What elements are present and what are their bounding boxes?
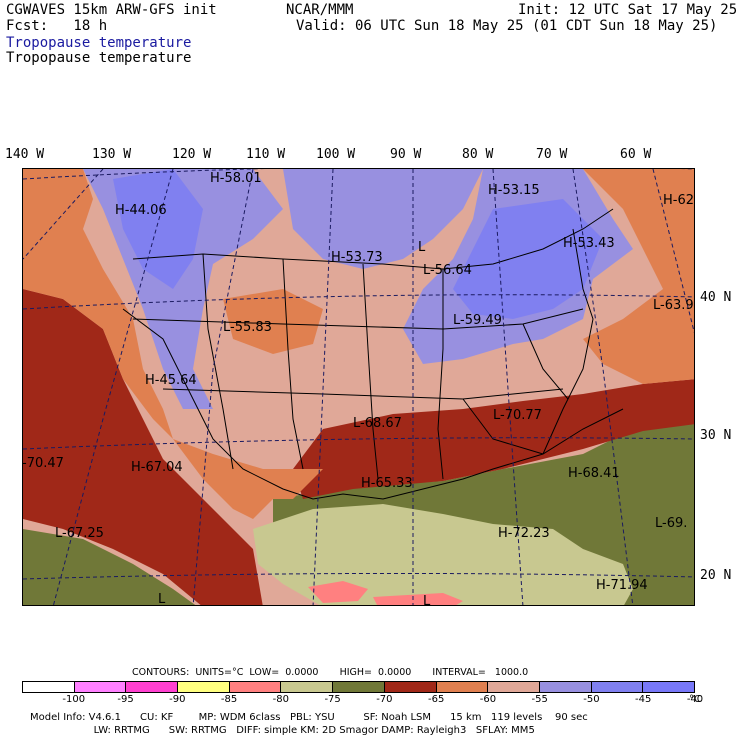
colorbar-tick-label: -40	[686, 694, 704, 705]
lon-label: 80 W	[462, 147, 494, 162]
colorbar-tick-label: -65	[427, 694, 445, 705]
colorbar-tick-label: -45	[635, 694, 652, 705]
extreme-label: L-70.77	[493, 408, 542, 423]
lon-label: 90 W	[390, 147, 422, 162]
colorbar-tick-label: -60	[479, 694, 497, 705]
extreme-label: H-53.73	[331, 250, 383, 265]
extreme-label: H-68.41	[568, 466, 620, 481]
extreme-label: H-62	[663, 193, 694, 208]
colorbar-bin	[229, 682, 282, 692]
colorbar-bin	[539, 682, 592, 692]
model-info-line-2: LW: RRTMG SW: RRTMG DIFF: simple KM: 2D …	[30, 725, 535, 736]
extreme-label: L-63.9	[653, 298, 694, 313]
colorbar-bin	[281, 682, 334, 692]
field-mid-east	[583, 169, 694, 384]
extreme-label: L	[418, 240, 426, 255]
extreme-label: L-67.25	[55, 526, 104, 541]
valid-time: Valid: 06 UTC Sun 18 May 25 (01 CDT Sun …	[296, 18, 718, 34]
colorbar-tick-label: °C	[689, 694, 701, 705]
colorbar-tick-label: -75	[324, 694, 341, 705]
extreme-label: H-58.01	[210, 171, 262, 186]
lon-label: 60 W	[620, 147, 652, 162]
forecast-hour: Fcst: 18 h	[6, 18, 108, 34]
colorbar-bin	[488, 682, 540, 692]
colorbar-bin	[333, 682, 385, 692]
field-warmest-nw	[113, 169, 203, 289]
colorbar-bin	[74, 682, 127, 692]
extreme-label: L-70.47	[23, 456, 64, 471]
colorbar-bin	[643, 682, 694, 692]
extreme-label: L-69.	[655, 516, 687, 531]
extreme-label: H-53.15	[488, 183, 540, 198]
colorbar-bin	[591, 682, 644, 692]
extreme-label: H-67.04	[131, 460, 183, 475]
colorbar-tick-label: -100	[62, 694, 86, 705]
colorbar-tick-label: -55	[531, 694, 548, 705]
lat-label: 40 N	[700, 290, 732, 305]
field-name-secondary: Tropopause temperature	[6, 50, 192, 66]
lon-label: 100 W	[316, 147, 356, 162]
extreme-label: H-44.06	[115, 203, 167, 218]
center-label: NCAR/MMM	[286, 2, 354, 18]
colorbar-tick-label: -95	[117, 694, 134, 705]
graticule	[23, 169, 694, 605]
map-canvas: H-58.01 H-53.15 H-62 H-44.06 H-53.73 L-5…	[23, 169, 694, 606]
extreme-label: H-45.64	[145, 373, 197, 388]
extreme-label: L	[158, 592, 166, 606]
lon-label: 110 W	[246, 147, 286, 162]
colorbar-tick-label: -90	[169, 694, 186, 705]
extreme-label: L-55.83	[223, 320, 272, 335]
field-cold-west	[23, 289, 263, 605]
colorbar	[22, 681, 695, 693]
field-name-primary: Tropopause temperature	[6, 35, 192, 51]
model-title: CGWAVES 15km ARW-GFS init	[6, 2, 217, 18]
lat-label: 30 N	[700, 428, 732, 443]
field-warmest-ne	[453, 199, 603, 319]
field-very-cold	[23, 529, 196, 605]
colorbar-bin	[126, 682, 179, 692]
extreme-label: L-59.49	[453, 313, 502, 328]
lat-label: 20 N	[700, 568, 732, 583]
field-mid-west	[23, 169, 173, 439]
colorbar-bin	[436, 682, 489, 692]
init-time: Init: 12 UTC Sat 17 May 25	[518, 2, 738, 18]
lon-label: 120 W	[172, 147, 212, 162]
field-light-olive	[253, 504, 633, 605]
model-info-line-1: Model Info: V4.6.1 CU: KF MP: WDM 6class…	[30, 712, 588, 723]
colorbar-tick-label: -70	[376, 694, 393, 705]
extreme-label: H-71.94	[596, 578, 648, 593]
colorbar-tick-label: -85	[220, 694, 238, 705]
field-pink-patch	[373, 593, 463, 605]
colorbar-tick-label: -80	[272, 694, 290, 705]
extreme-label: H-53.43	[563, 236, 615, 251]
field-mid-central	[223, 289, 323, 354]
colorbar-tick-label: -50	[583, 694, 600, 705]
field-mid-south	[173, 439, 323, 519]
tropopause-temperature-map: H-58.01 H-53.15 H-62 H-44.06 H-53.73 L-5…	[22, 168, 695, 606]
lon-label: 130 W	[92, 147, 132, 162]
extreme-label: H-72.23	[498, 526, 550, 541]
extreme-labels: H-58.01 H-53.15 H-62 H-44.06 H-53.73 L-5…	[23, 171, 694, 606]
contours-line: CONTOURS: UNITS=°C LOW= 0.0000 HIGH= 0.0…	[132, 667, 529, 678]
political-boundaries	[122, 208, 624, 500]
extreme-label: L-56.64	[423, 263, 472, 278]
colorbar-bin	[23, 682, 75, 692]
colorbar-bin	[178, 682, 230, 692]
lon-label: 140 W	[5, 147, 45, 162]
field-warm-north	[283, 169, 483, 269]
extreme-label: L-68.67	[353, 416, 402, 431]
extreme-label: H-65.33	[361, 476, 413, 491]
extreme-label: L	[423, 594, 431, 606]
field-pink-patch	[308, 581, 368, 603]
lon-label: 70 W	[536, 147, 568, 162]
colorbar-bin	[384, 682, 437, 692]
